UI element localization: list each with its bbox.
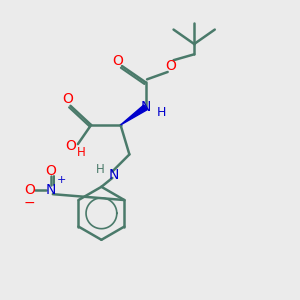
Text: O: O (45, 164, 56, 178)
Text: N: N (46, 183, 56, 197)
Text: H: H (77, 146, 86, 159)
Text: H: H (157, 106, 167, 119)
Text: O: O (24, 183, 35, 197)
Text: −: − (23, 196, 35, 210)
Text: O: O (63, 92, 74, 106)
Text: +: + (57, 175, 66, 185)
Polygon shape (121, 105, 147, 125)
Text: N: N (109, 168, 119, 182)
Text: O: O (112, 54, 123, 68)
Text: N: N (141, 100, 152, 114)
Text: H: H (96, 163, 105, 176)
Text: O: O (165, 59, 176, 73)
Text: O: O (65, 139, 76, 153)
